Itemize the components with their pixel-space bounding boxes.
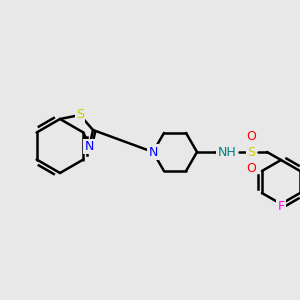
Text: F: F: [278, 200, 285, 212]
Text: N: N: [148, 146, 158, 158]
Text: S: S: [76, 109, 84, 122]
Text: S: S: [247, 146, 255, 158]
Text: NH: NH: [218, 146, 236, 158]
Text: O: O: [246, 130, 256, 142]
Text: N: N: [85, 140, 94, 153]
Text: O: O: [246, 161, 256, 175]
